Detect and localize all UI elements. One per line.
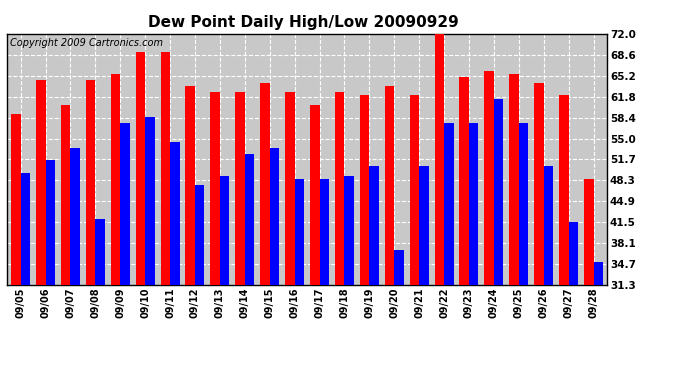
Bar — [245, 154, 254, 285]
Bar — [319, 179, 329, 285]
Bar — [86, 80, 95, 285]
Bar — [111, 74, 120, 285]
Bar — [534, 83, 544, 285]
Bar — [270, 148, 279, 285]
Bar — [419, 166, 428, 285]
Bar — [369, 166, 379, 285]
Bar — [170, 142, 179, 285]
Bar — [344, 176, 354, 285]
Bar — [285, 92, 295, 285]
Bar — [509, 74, 519, 285]
Bar — [593, 262, 603, 285]
Bar — [120, 123, 130, 285]
Bar — [469, 123, 478, 285]
Bar — [494, 99, 503, 285]
Text: Copyright 2009 Cartronics.com: Copyright 2009 Cartronics.com — [10, 38, 163, 48]
Bar — [385, 86, 394, 285]
Bar — [70, 148, 80, 285]
Bar — [360, 96, 369, 285]
Bar — [195, 185, 204, 285]
Bar — [410, 96, 419, 285]
Bar — [260, 83, 270, 285]
Bar — [36, 80, 46, 285]
Bar — [210, 92, 220, 285]
Bar — [569, 222, 578, 285]
Bar — [61, 105, 70, 285]
Bar — [136, 52, 145, 285]
Bar — [46, 160, 55, 285]
Bar — [11, 114, 21, 285]
Bar — [145, 117, 155, 285]
Bar — [161, 52, 170, 285]
Bar — [444, 123, 453, 285]
Bar — [310, 105, 319, 285]
Bar — [235, 92, 245, 285]
Bar — [484, 71, 494, 285]
Bar — [335, 92, 344, 285]
Bar — [435, 28, 444, 285]
Bar — [460, 77, 469, 285]
Bar — [95, 219, 105, 285]
Bar — [21, 172, 30, 285]
Bar — [394, 250, 404, 285]
Bar — [519, 123, 529, 285]
Bar — [186, 86, 195, 285]
Bar — [544, 166, 553, 285]
Text: Dew Point Daily High/Low 20090929: Dew Point Daily High/Low 20090929 — [148, 15, 459, 30]
Bar — [559, 96, 569, 285]
Bar — [220, 176, 229, 285]
Bar — [295, 179, 304, 285]
Bar — [584, 179, 593, 285]
